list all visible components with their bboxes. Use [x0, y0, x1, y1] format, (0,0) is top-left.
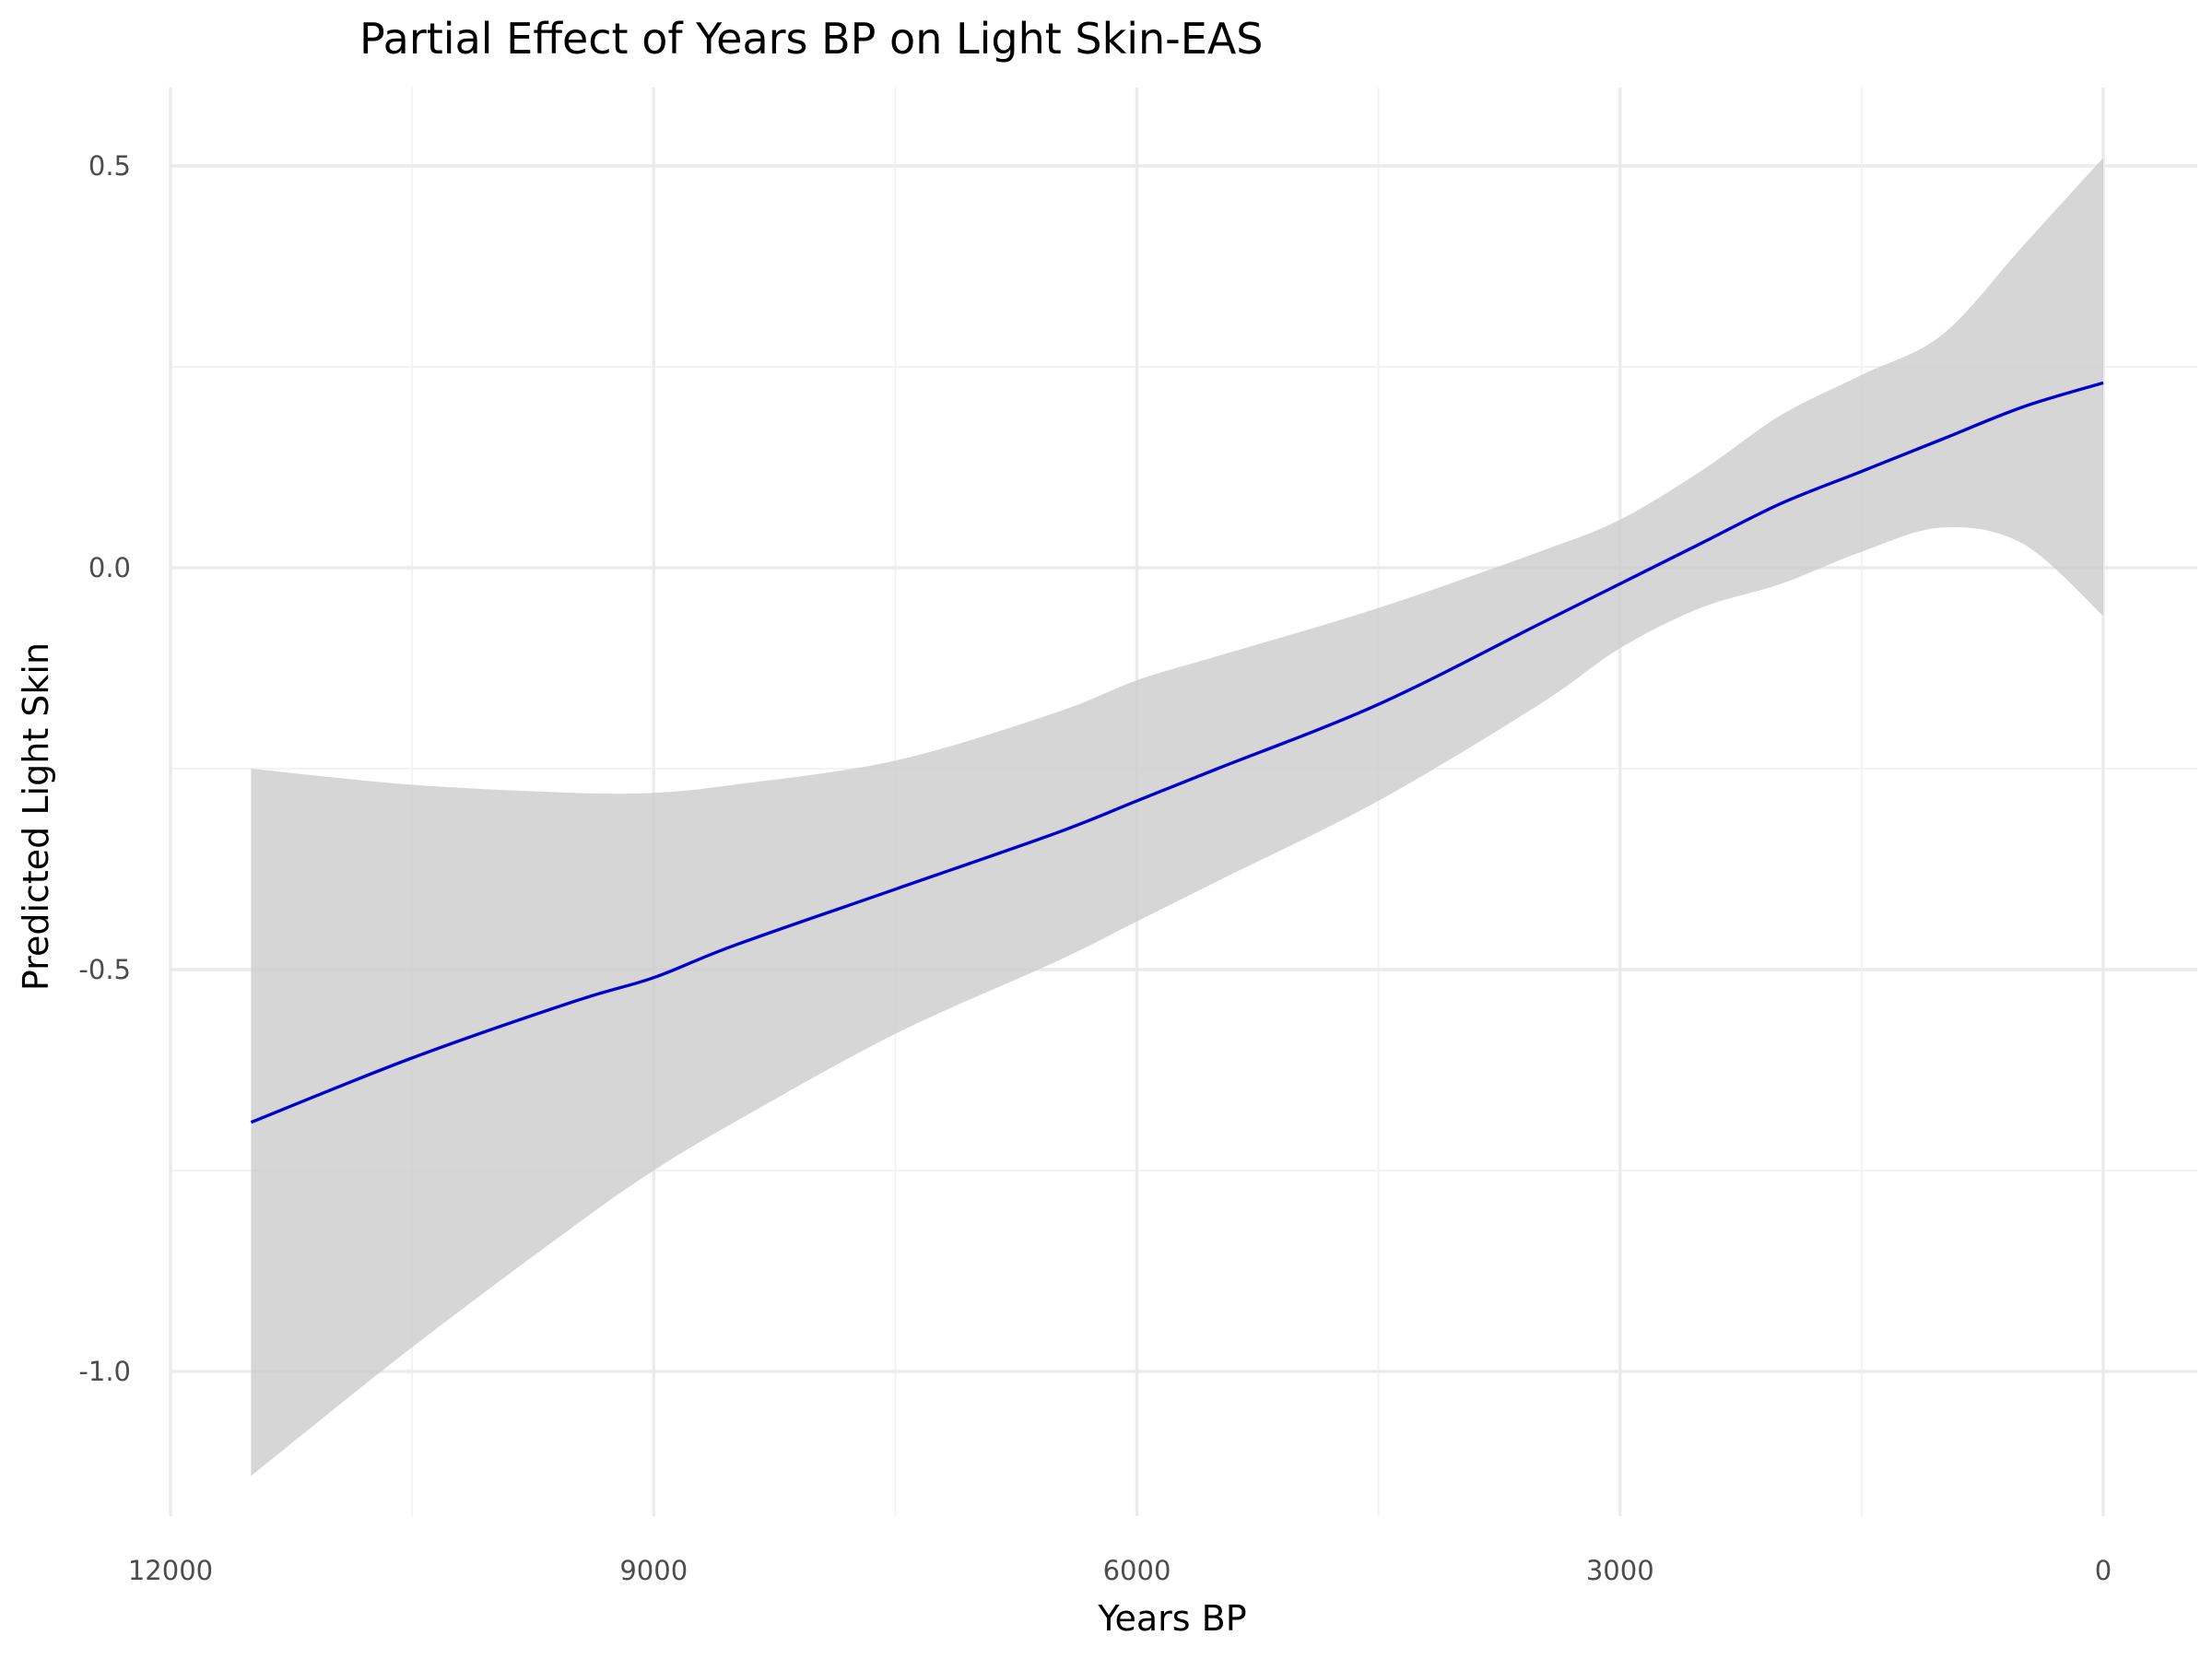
y-tick-label: 0.0 — [88, 552, 131, 583]
confidence-band — [251, 158, 2103, 1477]
y-tick-label: -0.5 — [78, 954, 131, 985]
x-tick-labels: 12000 9000 6000 3000 0 — [128, 1555, 2112, 1586]
y-tick-label: 0.5 — [88, 150, 131, 182]
x-axis-title: Years BP — [1097, 1598, 1246, 1639]
series-line-layer — [250, 381, 2104, 1124]
x-tick-label: 0 — [2095, 1555, 2112, 1586]
chart-title: Partial Effect of Years BP on Light Skin… — [359, 14, 1264, 64]
x-tick-label: 6000 — [1103, 1555, 1171, 1586]
confidence-band-layer — [251, 158, 2103, 1477]
series-line — [250, 381, 2104, 1124]
y-axis-title: Predicted Light Skin — [16, 642, 56, 991]
x-tick-label: 9000 — [619, 1555, 688, 1586]
x-tick-label: 3000 — [1586, 1555, 1654, 1586]
y-tick-labels: 0.5 0.0 -0.5 -1.0 — [78, 150, 131, 1387]
y-tick-label: -1.0 — [78, 1356, 131, 1387]
x-tick-label: 12000 — [128, 1555, 213, 1586]
